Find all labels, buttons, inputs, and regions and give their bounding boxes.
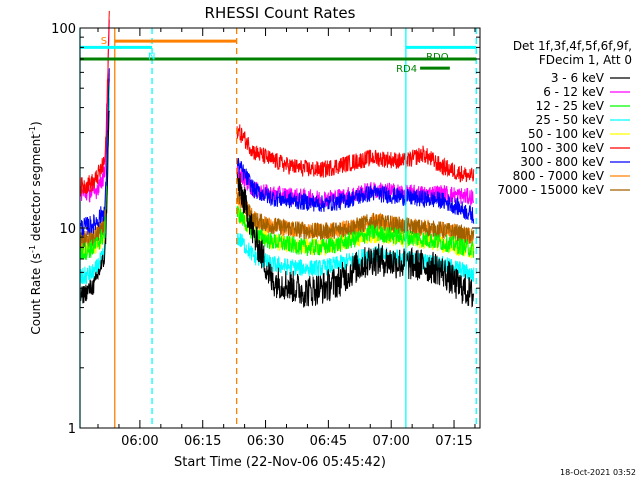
attenuator-bars: S N RDO RD4 bbox=[80, 36, 477, 75]
x-tick-label: 06:00 bbox=[121, 434, 158, 449]
legend-label: 300 - 800 keV bbox=[520, 155, 604, 169]
series-line-12-25-kev-pre bbox=[79, 86, 110, 261]
series-line-100-300-kev-post bbox=[236, 124, 475, 183]
legend-header-line1: Det 1f,3f,4f,5f,6f,9f, bbox=[513, 39, 632, 53]
y-axis-label-sup1: -1 bbox=[28, 245, 37, 253]
y-axis-label-mid: detector segment bbox=[29, 134, 43, 245]
legend-label: 12 - 25 keV bbox=[536, 99, 605, 113]
x-tick-label: 07:15 bbox=[435, 434, 472, 449]
series-line-100-300-kev-pre bbox=[79, 10, 110, 197]
legend-label: 800 - 7000 keV bbox=[513, 169, 605, 183]
legend: Det 1f,3f,4f,5f,6f,9f, FDecim 1, Att 0 3… bbox=[497, 39, 632, 197]
bar-label-s: S bbox=[101, 36, 107, 47]
x-tick-label: 06:15 bbox=[184, 434, 221, 449]
x-axis-ticks: 06:00 06:15 06:30 06:45 07:00 07:15 bbox=[97, 28, 476, 449]
series-line-6-12-kev-pre bbox=[79, 19, 110, 203]
series-line-300-800-kev-pre bbox=[79, 68, 110, 237]
bar-label-n: N bbox=[148, 51, 155, 62]
legend-header-line2: FDecim 1, Att 0 bbox=[539, 53, 632, 67]
series-line-3-6-kev-pre bbox=[79, 110, 110, 304]
y-axis-label-sup2: -1 bbox=[28, 126, 37, 134]
y-axis-ticks: 1 10 100 bbox=[51, 22, 480, 437]
y-axis-label: Count Rate (s-1 detector segment-1) bbox=[28, 121, 43, 334]
chart-title: RHESSI Count Rates bbox=[205, 4, 356, 22]
timestamp: 18-Oct-2021 03:52 bbox=[560, 468, 636, 477]
legend-label: 6 - 12 keV bbox=[543, 85, 605, 99]
bar-label-rdo: RDO bbox=[426, 52, 449, 63]
legend-label: 7000 - 15000 keV bbox=[497, 183, 604, 197]
series-layer bbox=[79, 10, 475, 308]
y-tick-label: 10 bbox=[59, 222, 76, 237]
y-tick-label: 1 bbox=[68, 422, 76, 437]
x-axis-label: Start Time (22-Nov-06 05:45:42) bbox=[174, 455, 386, 470]
legend-label: 100 - 300 keV bbox=[520, 141, 604, 155]
x-tick-label: 06:45 bbox=[310, 434, 347, 449]
y-axis-label-main: Count Rate (s bbox=[29, 253, 43, 335]
series-line-300-800-kev-post bbox=[236, 157, 475, 224]
y-axis-label-end: ) bbox=[29, 121, 43, 126]
x-tick-label: 07:00 bbox=[372, 434, 409, 449]
x-tick-label: 06:30 bbox=[247, 434, 284, 449]
bar-label-rd4: RD4 bbox=[396, 64, 417, 75]
series-line-3-6-kev-post bbox=[236, 171, 475, 308]
legend-label: 50 - 100 keV bbox=[528, 127, 605, 141]
legend-label: 25 - 50 keV bbox=[536, 113, 605, 127]
series-line-7000-15000-kev-post bbox=[236, 190, 475, 244]
y-tick-label: 100 bbox=[51, 22, 76, 37]
series-line-25-50-kev-pre bbox=[79, 98, 110, 284]
series-line-12-25-kev-post bbox=[236, 205, 475, 258]
legend-label: 3 - 6 keV bbox=[551, 71, 605, 85]
